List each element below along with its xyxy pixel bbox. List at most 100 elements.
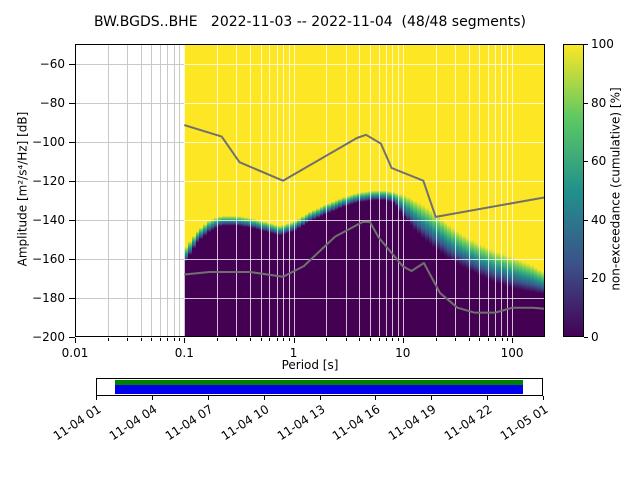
gridline-vertical-white (392, 44, 394, 337)
gridline-vertical-white (378, 44, 380, 337)
gridline-vertical-white (402, 44, 404, 337)
histogram-column (458, 44, 464, 337)
gridline-vertical-white (184, 44, 186, 337)
gridline-horizontal-white (184, 141, 545, 143)
date-tick-label: 11-04 04 (106, 402, 160, 444)
date-tick-label: 11-04 13 (274, 402, 328, 444)
gridline-vertical-white (435, 44, 437, 337)
x-minor-tick-mark (179, 338, 181, 341)
y-tick-label: −120 (32, 173, 65, 188)
histogram-column (184, 44, 189, 337)
timeline-tick-mark (96, 396, 97, 400)
y-tick-mark (69, 141, 75, 143)
x-minor-tick-mark (127, 338, 129, 341)
x-minor-tick-mark (468, 338, 470, 341)
histogram-column (522, 44, 527, 337)
x-minor-tick-mark (283, 338, 284, 341)
histogram-column (191, 44, 197, 337)
date-tick-label: 11-04 07 (162, 402, 216, 444)
histogram-column (421, 44, 426, 337)
date-tick-label: 11-04 19 (385, 402, 439, 444)
colorbar-tick-mark (584, 44, 588, 45)
histogram-column (357, 44, 362, 337)
x-minor-tick-mark (345, 338, 347, 341)
gridline-vertical-white (495, 44, 497, 337)
x-minor-tick-mark (260, 338, 262, 341)
gridline-vertical-white (385, 44, 387, 337)
x-tick-mark (512, 338, 514, 343)
y-tick-label: −80 (39, 95, 65, 110)
histogram-column (255, 44, 261, 337)
gridline-vertical (127, 44, 129, 337)
histogram-column (308, 44, 313, 337)
colorbar (563, 44, 584, 337)
histogram-column (507, 44, 512, 337)
colorbar-tick-mark (584, 102, 588, 104)
grid-white-layer (184, 44, 545, 337)
histogram-column (281, 44, 287, 337)
x-minor-tick-mark (326, 338, 328, 341)
histogram-column (338, 44, 343, 337)
histogram-column (360, 44, 366, 337)
histogram-column (195, 44, 200, 337)
x-minor-tick-mark (236, 338, 238, 341)
gridline-vertical-white (326, 44, 328, 337)
histogram-column (330, 44, 336, 337)
x-minor-tick-mark (160, 338, 161, 341)
gridline-vertical-white (397, 44, 399, 337)
colorbar-tick-label: 20 (591, 271, 607, 286)
histogram-column (364, 44, 370, 337)
histogram-column (251, 44, 257, 337)
histogram-column (327, 44, 332, 337)
date-tick-label: 11-04 22 (441, 402, 495, 444)
histogram-column (469, 44, 475, 337)
histogram-column (537, 44, 542, 337)
histogram-column (379, 44, 385, 337)
histogram-column (225, 44, 231, 337)
histogram-column (405, 44, 411, 337)
x-minor-tick-mark (385, 338, 387, 341)
x-minor-tick-mark (378, 338, 380, 341)
gridline-vertical (107, 44, 109, 337)
gridline-vertical (160, 44, 161, 337)
timeline-tick-mark (431, 396, 433, 400)
timeline-tick-mark (151, 396, 153, 400)
gridline-vertical-white (359, 44, 361, 337)
colorbar-label: non-exceedance (cumulative) [%] (608, 87, 623, 291)
histogram-column (394, 44, 400, 337)
coverage-fill (114, 380, 523, 394)
gridline-horizontal-white (184, 258, 545, 260)
histogram-column (511, 44, 516, 337)
histogram-column (323, 44, 328, 337)
x-tick-label: 0.01 (61, 346, 89, 360)
gridline-vertical-white (479, 44, 481, 337)
x-tick-label: 1 (289, 346, 298, 360)
histogram-column (402, 44, 407, 337)
coverage-timeline (96, 378, 543, 396)
y-tick-mark (69, 337, 75, 338)
x-axis-label: Period [s] (281, 358, 339, 372)
histogram-column (417, 44, 422, 337)
colorbar-tick-label: 100 (591, 37, 614, 51)
y-tick-mark (69, 180, 75, 182)
histogram-column (488, 44, 494, 337)
gridline-vertical-white (468, 44, 470, 337)
x-tick-label: 10 (395, 346, 411, 360)
date-tick-label: 11-04 01 (50, 402, 104, 444)
gridline-vertical-white (487, 44, 489, 337)
histogram-column (315, 44, 321, 337)
y-tick-label: −140 (32, 212, 65, 227)
x-minor-tick-mark (495, 338, 497, 341)
histogram-column (270, 44, 276, 337)
histogram-column (529, 44, 535, 337)
histogram-column (451, 44, 456, 337)
timeline-tick-mark (543, 396, 544, 400)
y-tick-mark (69, 102, 75, 104)
date-tick-label: 11-04 16 (330, 402, 384, 444)
x-minor-tick-mark (359, 338, 361, 341)
gridline-vertical-white (501, 44, 503, 337)
histogram-column (203, 44, 208, 337)
histogram-column (263, 44, 268, 337)
gridline-vertical-white (288, 44, 290, 337)
